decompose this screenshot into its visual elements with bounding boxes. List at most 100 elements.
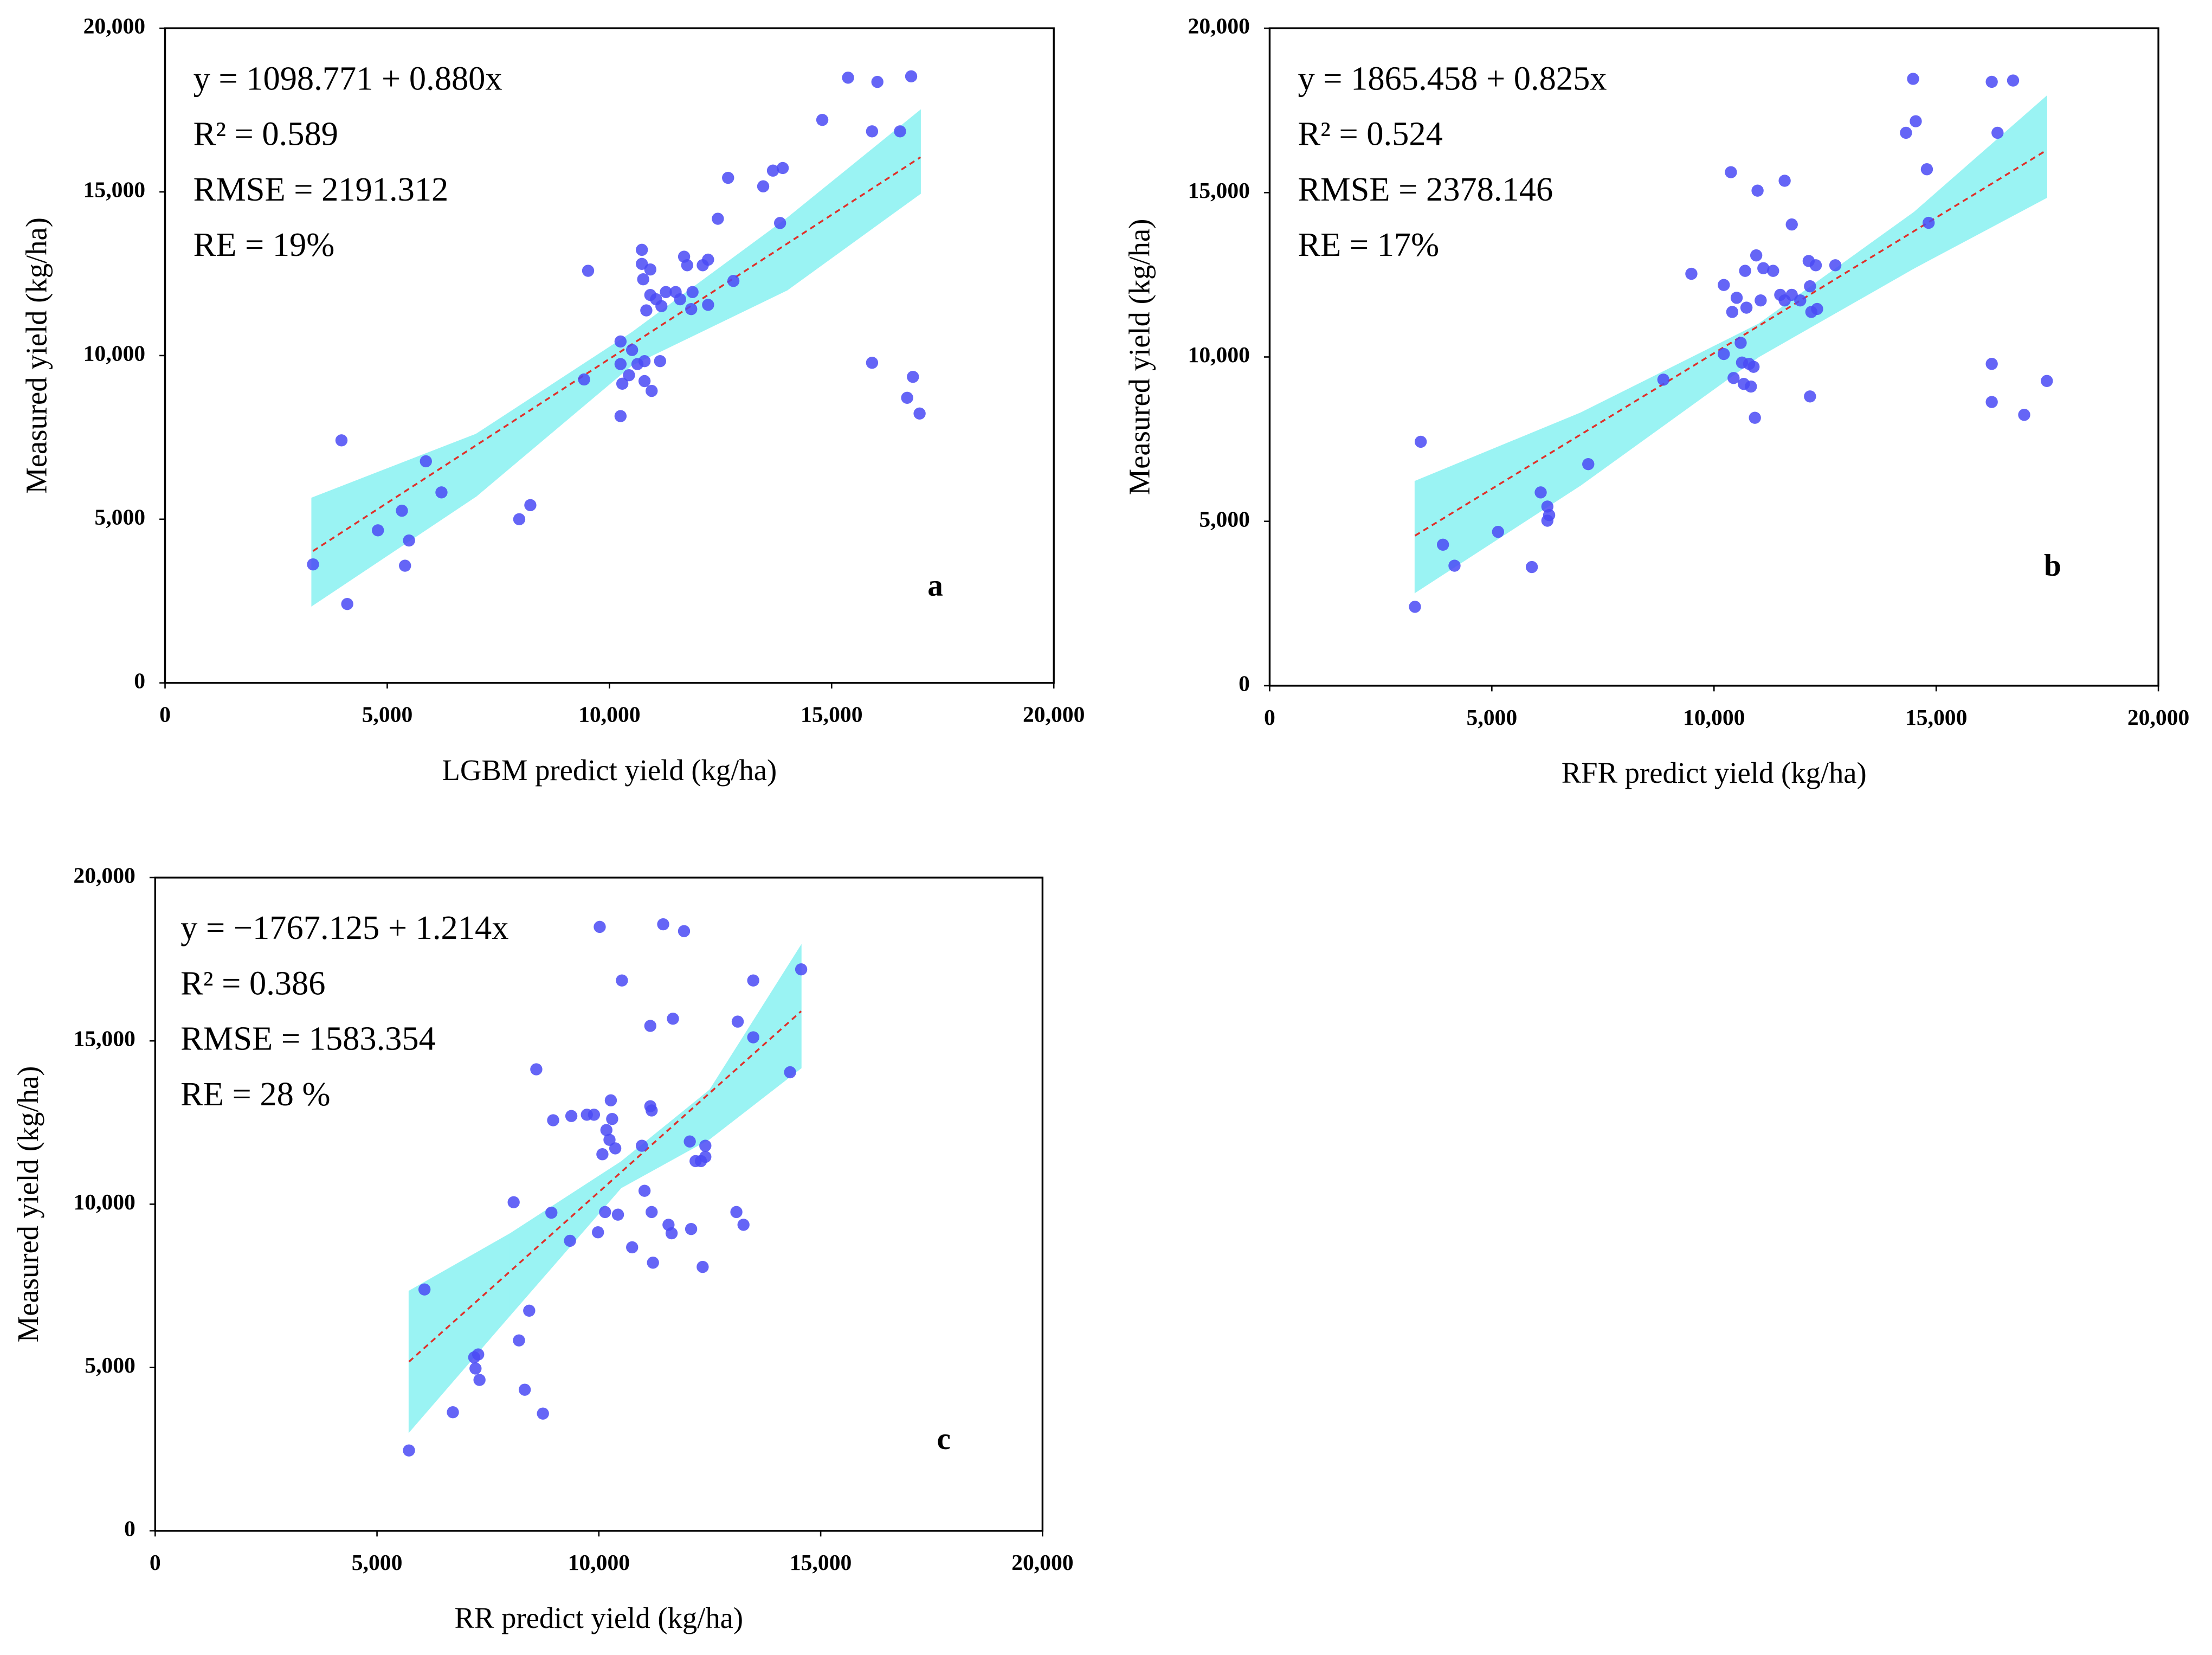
data-point — [435, 486, 448, 499]
data-point — [907, 370, 919, 383]
data-point — [1739, 265, 1751, 277]
y-tick-label: 10,000 — [73, 1190, 135, 1215]
data-point — [784, 1066, 796, 1079]
data-point — [513, 513, 526, 526]
x-tick-label: 5,000 — [362, 703, 413, 727]
data-point — [614, 358, 627, 370]
data-point — [545, 1206, 558, 1219]
data-point — [657, 918, 669, 931]
data-point — [795, 963, 808, 976]
data-point — [644, 1020, 656, 1032]
data-point — [685, 1223, 698, 1235]
confidence-band — [475, 332, 632, 497]
x-tick-label: 10,000 — [1683, 705, 1745, 730]
data-point — [636, 1139, 648, 1152]
x-tick-label: 10,000 — [568, 1550, 630, 1575]
data-point — [1985, 358, 1998, 370]
confidence-band — [408, 1233, 511, 1433]
data-point — [1991, 126, 2004, 139]
panel-chart: 0 5,000 10,000 15,000 20,000 0 5,000 10,000 15,0… — [1123, 14, 2190, 789]
data-point — [537, 1407, 549, 1420]
y-tick-label: 5,000 — [94, 505, 145, 530]
data-point — [616, 974, 628, 987]
x-tick-label: 15,000 — [790, 1550, 852, 1575]
x-tick-label: 15,000 — [801, 703, 862, 727]
data-point — [564, 1234, 576, 1247]
data-point — [1718, 279, 1730, 291]
panel-label: c — [937, 1422, 950, 1456]
data-point — [674, 293, 686, 306]
data-point — [905, 70, 918, 83]
panel-chart: 0 5,000 10,000 15,000 20,000 0 5,000 10,000 15,0… — [20, 14, 1085, 787]
data-point — [604, 1094, 617, 1107]
y-tick-label: 5,000 — [85, 1353, 136, 1378]
data-point — [616, 377, 629, 390]
data-point — [2018, 409, 2030, 421]
data-point — [341, 598, 353, 610]
data-point — [623, 369, 635, 382]
data-point — [1920, 163, 1933, 176]
data-point — [1747, 360, 1760, 373]
data-point — [524, 499, 537, 512]
data-point — [335, 434, 348, 447]
x-tick-label: 0 — [150, 1550, 161, 1575]
x-tick-label: 0 — [159, 703, 171, 727]
data-point — [702, 253, 714, 266]
data-point — [665, 1227, 678, 1240]
data-point — [683, 1135, 696, 1148]
data-point — [307, 558, 319, 571]
fit-line — [408, 1010, 802, 1363]
data-point — [420, 455, 432, 468]
y-axis-label: Measured yield (kg/ha) — [11, 1066, 44, 1343]
data-point — [776, 162, 789, 175]
data-point — [1745, 380, 1757, 393]
y-tick-label: 15,000 — [83, 178, 145, 203]
data-point — [1757, 262, 1770, 274]
data-point — [667, 1012, 679, 1025]
data-point — [578, 373, 590, 386]
data-point — [582, 265, 595, 277]
fit-annotation: y = 1098.771 + 0.880x — [194, 59, 502, 97]
data-point — [1778, 175, 1791, 187]
data-point — [757, 180, 770, 192]
data-point — [644, 263, 656, 276]
data-point — [637, 273, 649, 286]
confidence-band — [1913, 95, 2047, 269]
fit-line — [1414, 149, 2048, 537]
x-tick-label: 20,000 — [1011, 1550, 1073, 1575]
data-point — [913, 407, 926, 420]
x-axis-label: RFR predict yield (kg/ha) — [1562, 756, 1867, 789]
data-point — [1985, 396, 1998, 408]
data-point — [1750, 249, 1763, 262]
data-point — [702, 299, 714, 311]
data-point — [638, 1184, 651, 1197]
data-point — [1734, 337, 1747, 349]
data-point — [1718, 347, 1730, 360]
data-point — [1740, 301, 1753, 314]
x-tick-label: 15,000 — [1905, 705, 1967, 730]
data-point — [1414, 435, 1427, 448]
y-tick-label: 0 — [134, 668, 145, 693]
data-point — [737, 1219, 750, 1231]
data-point — [1749, 411, 1761, 424]
data-point — [396, 504, 408, 517]
x-axis-label: LGBM predict yield (kg/ha) — [442, 754, 777, 787]
fit-annotation: RE = 28 % — [180, 1075, 330, 1113]
data-point — [901, 391, 913, 404]
fit-annotation: RMSE = 2191.312 — [194, 170, 449, 208]
x-tick-label: 5,000 — [1467, 705, 1518, 730]
data-point — [447, 1406, 459, 1419]
data-point — [697, 1260, 709, 1273]
data-point — [646, 1104, 658, 1117]
fit-annotation: R² = 0.524 — [1298, 115, 1442, 153]
data-point — [699, 1139, 712, 1152]
fit-annotation: RE = 17% — [1298, 226, 1439, 263]
fit-line — [312, 156, 921, 552]
x-axis-label: RR predict yield (kg/ha) — [455, 1601, 744, 1634]
data-point — [1794, 294, 1807, 307]
data-point — [773, 217, 786, 229]
data-point — [2007, 74, 2020, 87]
data-point — [596, 1148, 609, 1161]
data-point — [599, 1206, 611, 1219]
